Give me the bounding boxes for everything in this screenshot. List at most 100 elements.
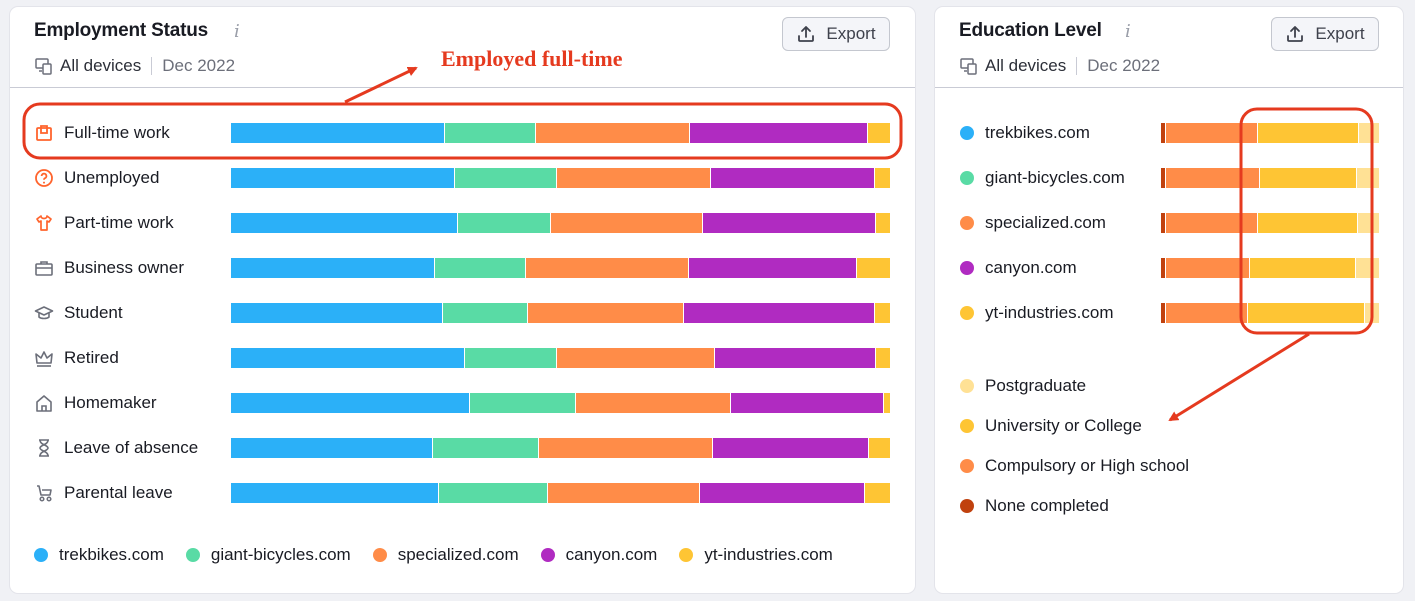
legend-item-yt[interactable]: yt-industries.com xyxy=(679,545,833,565)
bar-segment[interactable] xyxy=(525,258,689,278)
bar-segment[interactable] xyxy=(470,393,576,413)
bar-segment[interactable] xyxy=(464,348,558,368)
stacked-bar[interactable] xyxy=(1161,168,1379,188)
legend-item-canyon[interactable]: canyon.com xyxy=(540,545,657,565)
bar-segment[interactable] xyxy=(731,393,885,413)
stacked-bar[interactable] xyxy=(1161,213,1379,233)
stacked-bar[interactable] xyxy=(231,348,890,368)
bar-segment[interactable] xyxy=(536,123,691,143)
legend-item-giant[interactable]: giant-bicycles.com xyxy=(185,545,351,565)
bar-segment[interactable] xyxy=(1249,258,1356,278)
bar-segment[interactable] xyxy=(884,393,890,413)
employment-row[interactable]: Part-time work xyxy=(10,211,915,235)
bar-segment[interactable] xyxy=(231,348,465,368)
bar-segment[interactable] xyxy=(458,213,551,233)
bar-segment[interactable] xyxy=(1161,123,1166,143)
bar-segment[interactable] xyxy=(1161,303,1166,323)
bar-segment[interactable] xyxy=(868,123,890,143)
bar-segment[interactable] xyxy=(438,483,548,503)
bar-segment[interactable] xyxy=(1259,168,1357,188)
stacked-bar[interactable] xyxy=(231,393,890,413)
stacked-bar[interactable] xyxy=(231,303,890,323)
devices-filter[interactable]: All devices xyxy=(60,56,142,75)
employment-row[interactable]: Homemaker xyxy=(10,391,915,415)
bar-segment[interactable] xyxy=(1161,213,1166,233)
bar-segment[interactable] xyxy=(1166,168,1260,188)
bar-segment[interactable] xyxy=(435,258,526,278)
employment-row[interactable]: Student xyxy=(10,301,915,325)
bar-segment[interactable] xyxy=(1355,258,1379,278)
bar-segment[interactable] xyxy=(1161,258,1166,278)
stacked-bar[interactable] xyxy=(1161,258,1379,278)
bar-segment[interactable] xyxy=(690,123,869,143)
export-button[interactable]: Export xyxy=(1271,17,1379,51)
employment-row[interactable]: Leave of absence xyxy=(10,436,915,460)
stacked-bar[interactable] xyxy=(231,213,890,233)
bar-segment[interactable] xyxy=(455,168,558,188)
bar-segment[interactable] xyxy=(557,168,711,188)
bar-segment[interactable] xyxy=(683,303,875,323)
bar-segment[interactable] xyxy=(528,303,684,323)
bar-segment[interactable] xyxy=(557,348,715,368)
bar-segment[interactable] xyxy=(547,483,701,503)
bar-segment[interactable] xyxy=(231,258,436,278)
stacked-bar[interactable] xyxy=(231,438,890,458)
education-row[interactable]: specialized.com xyxy=(959,211,1379,235)
bar-segment[interactable] xyxy=(445,123,537,143)
bar-segment[interactable] xyxy=(231,213,459,233)
bar-segment[interactable] xyxy=(1166,258,1250,278)
bar-segment[interactable] xyxy=(575,393,732,413)
bar-segment[interactable] xyxy=(864,483,890,503)
bar-segment[interactable] xyxy=(714,348,877,368)
bar-segment[interactable] xyxy=(1247,303,1366,323)
bar-segment[interactable] xyxy=(710,168,876,188)
stacked-bar[interactable] xyxy=(1161,303,1379,323)
bar-segment[interactable] xyxy=(688,258,858,278)
bar-segment[interactable] xyxy=(231,438,434,458)
bar-segment[interactable] xyxy=(1358,123,1379,143)
bar-segment[interactable] xyxy=(1357,213,1379,233)
bar-segment[interactable] xyxy=(1166,123,1258,143)
date-filter[interactable]: Dec 2022 xyxy=(1087,56,1161,75)
bar-segment[interactable] xyxy=(868,438,890,458)
bar-segment[interactable] xyxy=(1166,213,1258,233)
bar-segment[interactable] xyxy=(874,303,890,323)
info-icon[interactable]: i xyxy=(1125,21,1131,42)
bar-segment[interactable] xyxy=(539,438,713,458)
bar-segment[interactable] xyxy=(876,213,890,233)
devices-filter[interactable]: All devices xyxy=(985,56,1067,75)
bar-segment[interactable] xyxy=(231,123,446,143)
bar-segment[interactable] xyxy=(231,393,471,413)
stacked-bar[interactable] xyxy=(231,123,890,143)
date-filter[interactable]: Dec 2022 xyxy=(162,56,236,75)
stacked-bar[interactable] xyxy=(1161,123,1379,143)
bar-segment[interactable] xyxy=(1257,123,1359,143)
bar-segment[interactable] xyxy=(876,348,890,368)
bar-segment[interactable] xyxy=(1257,213,1358,233)
education-row[interactable]: giant-bicycles.com xyxy=(959,166,1379,190)
employment-row[interactable]: Full-time work xyxy=(10,121,915,145)
bar-segment[interactable] xyxy=(1161,168,1166,188)
export-button[interactable]: Export xyxy=(782,17,890,51)
bar-segment[interactable] xyxy=(703,213,877,233)
bar-segment[interactable] xyxy=(1365,303,1379,323)
employment-row[interactable]: Unemployed xyxy=(10,166,915,190)
employment-row[interactable]: Retired xyxy=(10,346,915,370)
bar-segment[interactable] xyxy=(433,438,540,458)
bar-segment[interactable] xyxy=(231,168,456,188)
legend-item-specialized[interactable]: specialized.com xyxy=(372,545,519,565)
stacked-bar[interactable] xyxy=(231,168,890,188)
info-icon[interactable]: i xyxy=(234,21,240,42)
bar-segment[interactable] xyxy=(700,483,865,503)
bar-segment[interactable] xyxy=(231,483,439,503)
stacked-bar[interactable] xyxy=(231,258,890,278)
employment-row[interactable]: Parental leave xyxy=(10,481,915,505)
bar-segment[interactable] xyxy=(231,303,444,323)
bar-segment[interactable] xyxy=(550,213,704,233)
bar-segment[interactable] xyxy=(875,168,890,188)
education-row[interactable]: canyon.com xyxy=(959,256,1379,280)
bar-segment[interactable] xyxy=(712,438,869,458)
bar-segment[interactable] xyxy=(1356,168,1379,188)
bar-segment[interactable] xyxy=(857,258,890,278)
legend-item-trek[interactable]: trekbikes.com xyxy=(34,545,164,565)
